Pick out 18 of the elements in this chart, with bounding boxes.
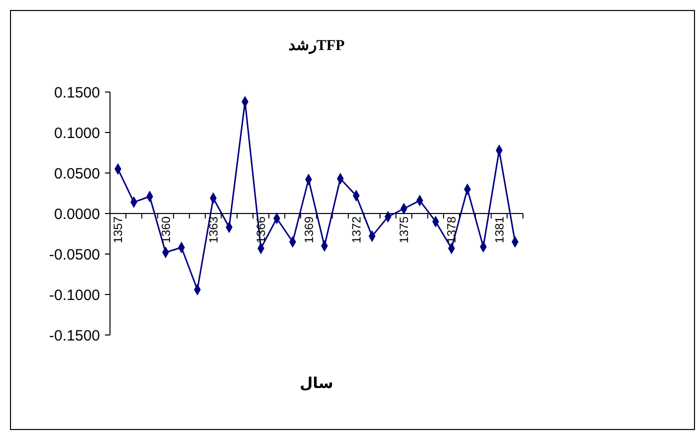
- x-tick-label: 1366: [254, 216, 268, 244]
- x-tick-label: 1363: [206, 216, 220, 244]
- x-tick-label: 1369: [302, 216, 316, 244]
- y-tick-label: 0.1000: [54, 124, 100, 142]
- x-axis-title: سال: [300, 374, 334, 392]
- y-tick-label: 0.0000: [54, 206, 100, 223]
- y-tick-label: -0.1000: [49, 286, 100, 304]
- y-tick-label: -0.0500: [49, 246, 100, 264]
- x-tick-label: 1381: [492, 216, 506, 244]
- y-tick-label: 0.0500: [54, 165, 100, 182]
- x-tick-label: 1378: [444, 216, 459, 244]
- x-tick-label: 1372: [349, 216, 364, 244]
- x-tick-label: 1360: [158, 216, 173, 244]
- chart-title: رشدTFP: [288, 38, 345, 54]
- y-tick-label: -0.1500: [49, 327, 100, 344]
- y-tick-label: 0.1500: [54, 84, 100, 102]
- x-tick-label: 1375: [397, 216, 412, 244]
- x-tick-label: 1357: [111, 216, 126, 244]
